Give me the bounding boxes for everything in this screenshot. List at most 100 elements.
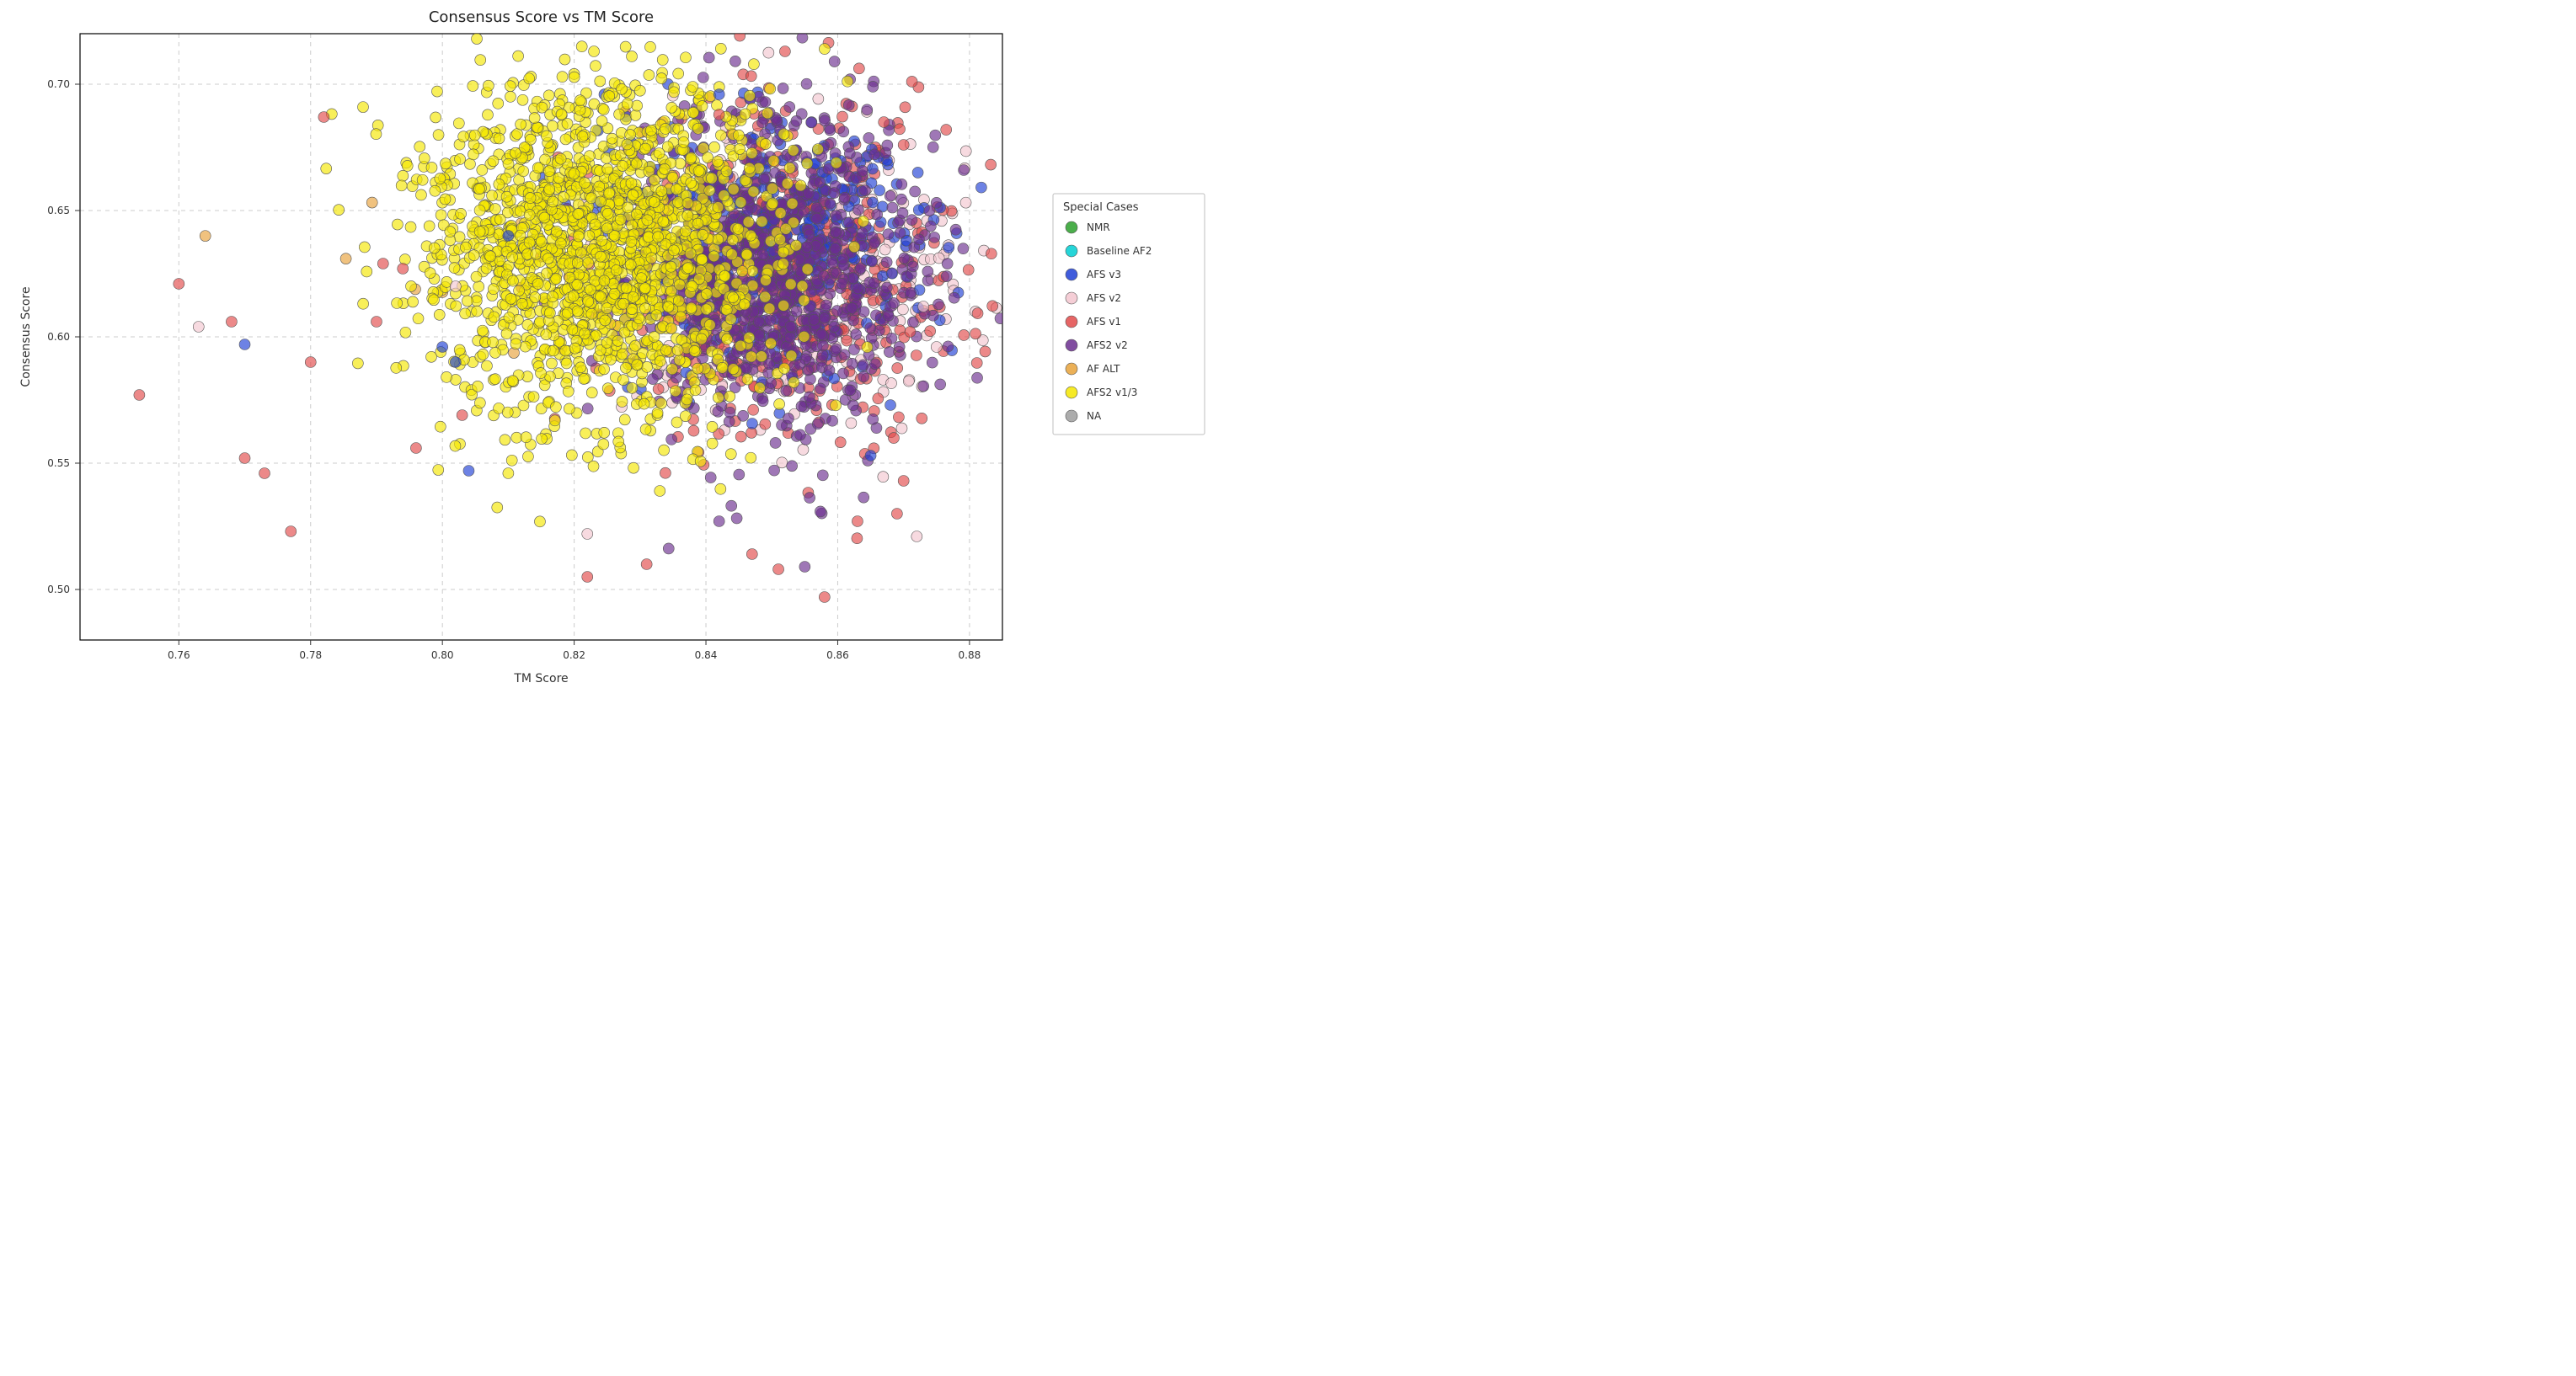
data-point [897,304,908,315]
data-point [775,234,786,245]
data-point [594,181,605,192]
data-point [873,393,884,404]
data-point [601,303,612,314]
data-point [885,400,896,411]
data-point [639,398,649,409]
data-point [687,280,697,291]
data-point [649,331,660,342]
data-point [454,344,465,355]
data-point [685,248,696,259]
data-point [239,453,250,464]
data-point [713,516,724,527]
data-point [656,185,667,196]
data-point [621,282,632,293]
data-point [682,198,693,209]
data-point [505,91,516,102]
data-point [514,285,525,296]
data-point [620,362,631,373]
data-point [825,198,836,209]
data-point [559,54,570,65]
data-point [844,148,855,159]
data-point [663,543,674,554]
data-point [896,194,907,205]
data-point [867,197,878,208]
data-point [868,238,879,249]
data-point [886,333,897,344]
data-point [891,509,902,520]
data-point [817,340,828,351]
data-point [488,337,499,348]
data-point [645,125,656,136]
data-point [518,166,529,177]
data-point [659,445,670,456]
data-point [602,383,613,394]
data-point [754,329,765,340]
y-tick-label: 0.70 [47,78,70,90]
data-point [697,254,708,265]
legend-swatch [1066,387,1077,398]
data-point [660,344,671,355]
data-point [773,564,784,575]
data-point [689,345,700,356]
data-point [530,292,541,303]
legend-item-label: AFS v2 [1087,292,1121,304]
data-point [576,41,587,52]
data-point [682,263,693,274]
data-point [913,234,924,245]
data-point [798,444,809,455]
data-point [435,421,446,432]
data-point [811,202,822,213]
data-point [628,291,639,302]
data-point [695,456,706,467]
data-point [642,215,653,226]
data-point [493,98,504,109]
data-point [557,72,568,83]
data-point [784,163,795,173]
data-point [692,363,703,374]
data-point [556,109,567,120]
data-point [617,83,628,94]
data-point [963,264,974,275]
data-point [784,332,795,343]
data-point [550,402,561,413]
data-point [986,159,997,170]
data-point [929,232,940,243]
data-point [895,124,906,135]
data-point [879,117,890,128]
data-point [712,156,723,167]
x-tick-label: 0.84 [695,649,718,661]
data-point [671,184,682,195]
data-point [596,291,607,302]
data-point [756,351,767,362]
x-axis-label: TM Score [513,672,568,685]
data-point [950,224,961,235]
data-point [259,468,270,479]
data-point [970,328,981,339]
data-point [602,208,613,219]
data-point [531,248,542,259]
data-point [892,363,903,374]
data-point [858,360,868,371]
data-point [852,533,863,544]
data-point [913,205,924,216]
data-point [804,392,815,403]
data-point [569,72,580,83]
data-point [660,467,671,478]
data-point [687,82,698,93]
data-point [413,313,424,324]
data-point [622,139,633,150]
data-point [815,383,826,394]
x-tick-label: 0.76 [168,649,190,661]
data-point [870,310,881,321]
data-point [746,549,757,560]
data-point [693,166,704,177]
data-point [831,210,842,221]
data-point [734,469,745,480]
data-point [601,337,612,348]
data-point [674,355,685,365]
data-point [666,434,677,445]
data-point [590,61,601,72]
data-point [631,209,642,220]
data-point [943,341,954,352]
data-point [780,223,791,234]
